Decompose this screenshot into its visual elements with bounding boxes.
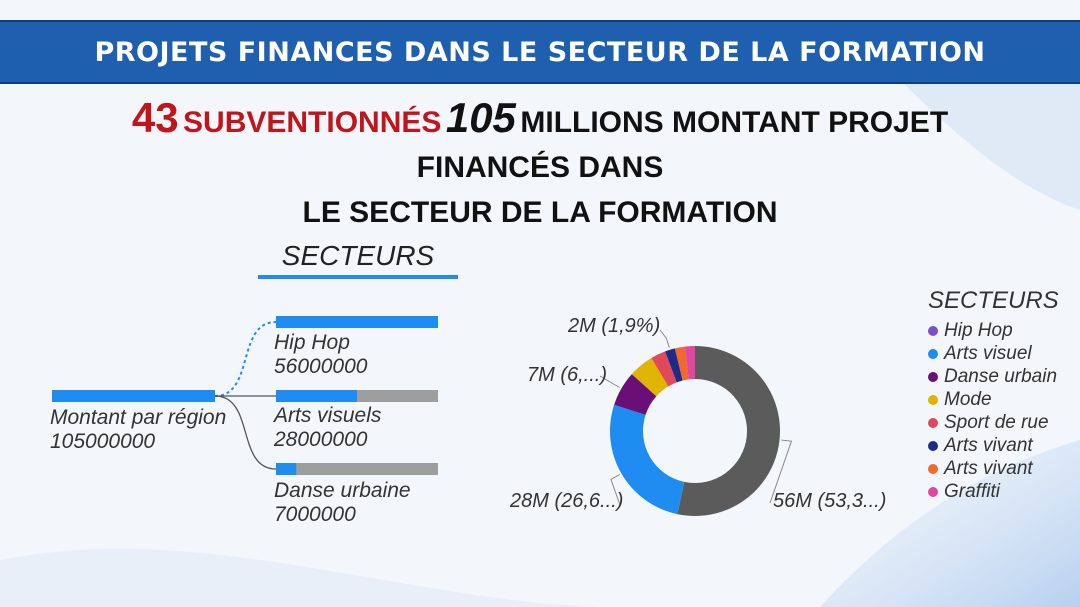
legend-label: Mode — [944, 388, 992, 410]
legend-label: Hip Hop — [944, 319, 1013, 341]
legend-swatch — [928, 417, 938, 428]
donut-label-danse-urbain: 7M (6,...) — [527, 364, 608, 386]
headline-count: 43 — [131, 94, 179, 141]
donut-leader-line — [769, 439, 793, 504]
legend-swatch — [928, 348, 938, 359]
legend-item[interactable]: Arts visuel — [928, 342, 1059, 365]
legend-title: SECTEURS — [928, 287, 1059, 314]
headline-count-label: SUBVENTIONNÉS — [183, 106, 442, 139]
legend-swatch — [928, 325, 938, 336]
donut-leader-line — [610, 474, 621, 506]
tree-node-value: 7000000 — [274, 503, 356, 526]
tree-bar-fill — [276, 390, 357, 402]
legend-swatch — [928, 440, 938, 451]
legend-label: Graffiti — [944, 480, 1000, 502]
donut-slice-sport-de-rue[interactable] — [651, 351, 677, 387]
headline-line2: LE SECTEUR DE LA FORMATION — [302, 196, 778, 229]
legend-label: Sport de rue — [944, 411, 1049, 433]
legend-item[interactable]: Mode — [928, 388, 1059, 411]
tree-title: SECTEURS — [281, 240, 435, 271]
legend-swatch — [928, 486, 938, 497]
tree-root-bar — [52, 390, 215, 402]
tree-node-name: Danse urbaine — [274, 479, 411, 502]
title-banner: PROJETS FINANCES DANS LE SECTEUR DE LA F… — [0, 20, 1080, 84]
donut-label-hip-hop: 56M (53,3...) — [773, 490, 887, 512]
tree-connector — [214, 395, 277, 470]
legend-item[interactable]: Arts vivant — [928, 457, 1059, 480]
donut-leader-line — [599, 375, 620, 388]
banner-title: PROJETS FINANCES DANS LE SECTEUR DE LA F… — [94, 36, 986, 68]
tree-root-name: Montant par région — [50, 406, 227, 429]
tree-bar-fill — [276, 463, 297, 475]
donut-slice-arts-visuel[interactable] — [610, 404, 685, 515]
tree-node-name: Hip Hop — [274, 331, 350, 354]
tree-node-name: Arts visuels — [274, 404, 382, 427]
chart-legend: SECTEURS Hip Hop Arts visuel Danse urbain M… — [928, 287, 1059, 503]
donut-slice-arts-vivant[interactable] — [674, 346, 689, 381]
donut-slice-graffiti[interactable] — [684, 346, 695, 380]
donut-slice-mode[interactable] — [631, 358, 669, 397]
tree-node-arts-visuels[interactable]: Arts visuels 28000000 — [274, 404, 381, 452]
legend-label: Danse urbain — [944, 365, 1058, 387]
tree-node-hip-hop[interactable]: Hip Hop 56000000 — [274, 331, 367, 379]
tree-title-underline — [258, 275, 458, 279]
legend-swatch — [928, 371, 938, 382]
tree-node-danse-urbaine[interactable]: Danse urbaine 7000000 — [274, 479, 411, 527]
donut-label-arts-vivant: 2M (1,9%) — [568, 315, 661, 337]
legend-item[interactable]: Sport de rue — [928, 411, 1059, 434]
tree-connector — [214, 321, 277, 397]
legend-swatch — [928, 394, 938, 405]
donut-leader-line — [659, 329, 670, 349]
legend-label: Arts visuel — [944, 342, 1032, 364]
legend-item[interactable]: Danse urbain — [928, 365, 1059, 388]
headline-amount-label: MILLIONS MONTANT PROJET FINANCÉS DANS — [416, 106, 949, 184]
headline: 43 SUBVENTIONNÉS 105 MILLIONS MONTANT PR… — [60, 97, 1020, 233]
donut-label-arts-visuel: 28M (26,6...) — [510, 490, 624, 512]
tree-node-value: 56000000 — [274, 355, 368, 378]
legend-item[interactable]: Graffiti — [928, 480, 1059, 503]
tree-node-value: 28000000 — [274, 428, 368, 451]
tree-root-value: 105000000 — [50, 430, 156, 453]
headline-amount: 105 — [445, 94, 516, 141]
donut-slice-hip-hop[interactable] — [677, 346, 781, 516]
donut-slice-danse-urbain[interactable] — [614, 374, 657, 415]
legend-label: Arts vivant — [944, 457, 1033, 479]
legend-item[interactable]: Hip Hop — [928, 319, 1059, 342]
donut-slice-arts-vivant[interactable] — [665, 348, 683, 383]
legend-label: Arts vivant — [944, 434, 1033, 456]
legend-swatch — [928, 463, 938, 474]
tree-root-label: Montant par région 105000000 — [50, 406, 226, 454]
tree-bar-track — [276, 463, 438, 475]
tree-bar-fill — [276, 316, 438, 328]
legend-item[interactable]: Arts vivant — [928, 434, 1059, 457]
